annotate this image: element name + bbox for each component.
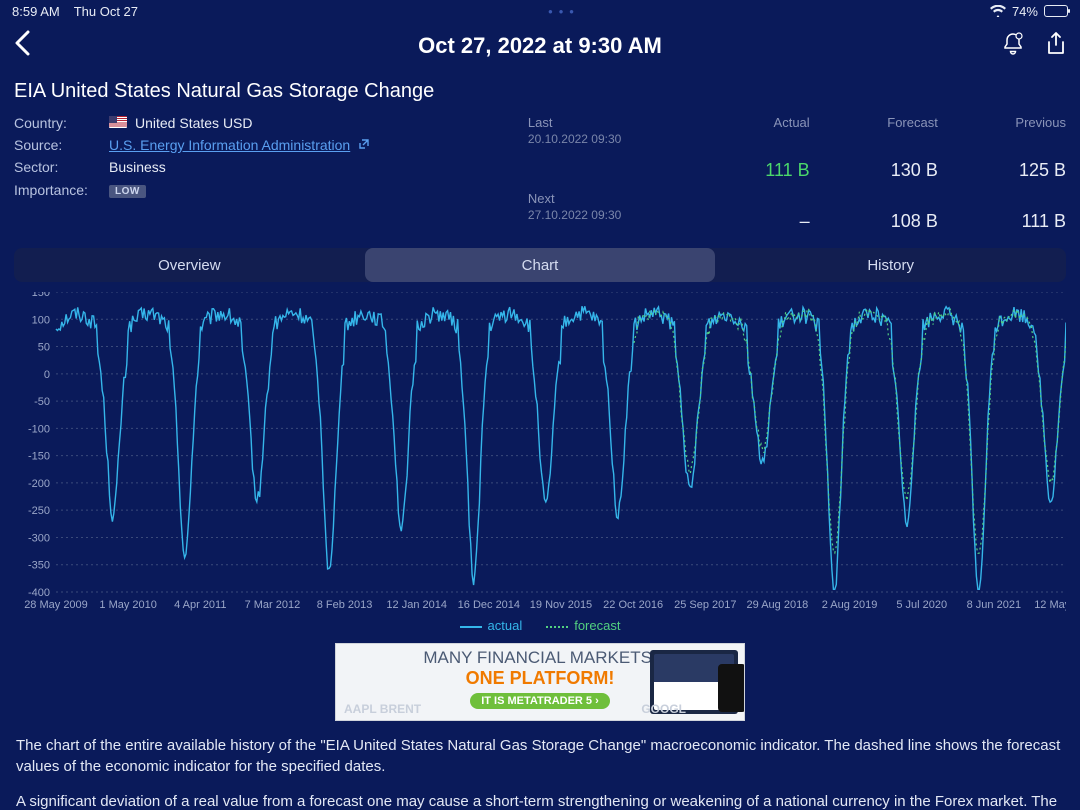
svg-text:28 May 2009: 28 May 2009: [24, 599, 88, 611]
tab-segmented-control: OverviewChartHistory: [14, 248, 1066, 282]
legend-swatch-forecast: [546, 626, 568, 628]
svg-text:5 Jul 2020: 5 Jul 2020: [896, 599, 947, 611]
description-p2: A significant deviation of a real value …: [14, 791, 1066, 810]
row1-forecast: 130 B: [820, 160, 938, 181]
advertisement-banner[interactable]: MANY FINANCIAL MARKETS, ONE PLATFORM! IT…: [335, 643, 745, 721]
row1-previous: 125 B: [948, 160, 1066, 181]
svg-text:0: 0: [44, 369, 50, 381]
row2-actual: –: [692, 211, 810, 232]
svg-text:-200: -200: [28, 478, 50, 490]
data-panel: Last 20.10.2022 09:30 Actual Forecast Pr…: [528, 115, 1066, 232]
page-title: EIA United States Natural Gas Storage Ch…: [14, 80, 1066, 103]
source-link[interactable]: U.S. Energy Information Administration: [109, 137, 350, 153]
country-label: Country:: [14, 115, 109, 131]
svg-text:7 Mar 2012: 7 Mar 2012: [245, 599, 301, 611]
svg-text:150: 150: [32, 292, 50, 299]
svg-text:12 May 2022: 12 May 2022: [1034, 599, 1066, 611]
svg-text:29 Aug 2018: 29 Aug 2018: [747, 599, 809, 611]
tab-history[interactable]: History: [715, 248, 1066, 282]
wifi-icon: [990, 5, 1006, 17]
country-value: United States USD: [135, 115, 253, 131]
svg-text:22 Oct 2016: 22 Oct 2016: [603, 599, 663, 611]
svg-text:100: 100: [32, 314, 50, 326]
svg-text:12 Jan 2014: 12 Jan 2014: [386, 599, 447, 611]
battery-percent: 74%: [1012, 4, 1038, 19]
hdr-forecast: Forecast: [820, 115, 938, 156]
back-button[interactable]: [14, 30, 32, 63]
ad-button[interactable]: IT IS METATRADER 5 ›: [470, 693, 610, 709]
svg-text:-400: -400: [28, 587, 50, 599]
hdr-previous: Previous: [948, 115, 1066, 156]
svg-text:25 Sep 2017: 25 Sep 2017: [674, 599, 736, 611]
svg-text:-300: -300: [28, 532, 50, 544]
row2-previous: 111 B: [948, 211, 1066, 232]
notification-bell-icon[interactable]: [1002, 32, 1024, 61]
legend-forecast: forecast: [574, 618, 620, 633]
status-time: 8:59 AM: [12, 4, 60, 19]
page-datetime-title: Oct 27, 2022 at 9:30 AM: [134, 33, 946, 59]
battery-icon: [1044, 5, 1068, 17]
svg-text:50: 50: [38, 342, 50, 354]
svg-text:8 Jun 2021: 8 Jun 2021: [967, 599, 1021, 611]
last-label: Last: [528, 115, 682, 130]
tab-overview[interactable]: Overview: [14, 248, 365, 282]
next-label: Next: [528, 191, 682, 206]
svg-text:1 May 2010: 1 May 2010: [99, 599, 156, 611]
meta-panel: Country: United States USD Source: U.S. …: [14, 115, 498, 232]
description-p1: The chart of the entire available histor…: [14, 735, 1066, 777]
chart-legend: actual forecast: [14, 618, 1066, 633]
svg-text:4 Apr 2011: 4 Apr 2011: [174, 599, 226, 611]
status-date: Thu Oct 27: [74, 4, 138, 19]
source-label: Source:: [14, 137, 109, 153]
sector-value: Business: [109, 159, 166, 175]
svg-text:-350: -350: [28, 560, 50, 572]
svg-text:-100: -100: [28, 423, 50, 435]
share-icon[interactable]: [1046, 32, 1066, 61]
svg-text:-50: -50: [34, 396, 50, 408]
svg-text:19 Nov 2015: 19 Nov 2015: [530, 599, 592, 611]
row1-actual: 111 B: [692, 160, 810, 181]
importance-label: Importance:: [14, 182, 109, 198]
row2-forecast: 108 B: [820, 211, 938, 232]
tab-chart[interactable]: Chart: [365, 248, 716, 282]
svg-text:-250: -250: [28, 505, 50, 517]
external-link-icon: [358, 137, 370, 153]
ad-bg-left: AAPL BRENT: [344, 702, 421, 716]
legend-swatch-actual: [460, 626, 482, 628]
status-bar: 8:59 AM Thu Oct 27 ••• 74%: [0, 0, 1080, 22]
svg-text:-150: -150: [28, 451, 50, 463]
svg-text:16 Dec 2014: 16 Dec 2014: [458, 599, 520, 611]
importance-badge: LOW: [109, 185, 146, 198]
status-center-dots: •••: [548, 4, 580, 19]
svg-text:8 Feb 2013: 8 Feb 2013: [317, 599, 373, 611]
ad-bg-right: GOOGL: [641, 702, 686, 716]
next-time: 27.10.2022 09:30: [528, 208, 682, 222]
legend-actual: actual: [488, 618, 523, 633]
hdr-actual: Actual: [692, 115, 810, 156]
svg-text:2 Aug 2019: 2 Aug 2019: [822, 599, 878, 611]
last-time: 20.10.2022 09:30: [528, 132, 682, 146]
us-flag-icon: [109, 116, 127, 128]
navbar: Oct 27, 2022 at 9:30 AM: [0, 22, 1080, 70]
sector-label: Sector:: [14, 159, 109, 175]
chart[interactable]: 150 100 50 0 -50 -100 -150 -200 -250 -300 -350 -400…: [14, 292, 1066, 612]
